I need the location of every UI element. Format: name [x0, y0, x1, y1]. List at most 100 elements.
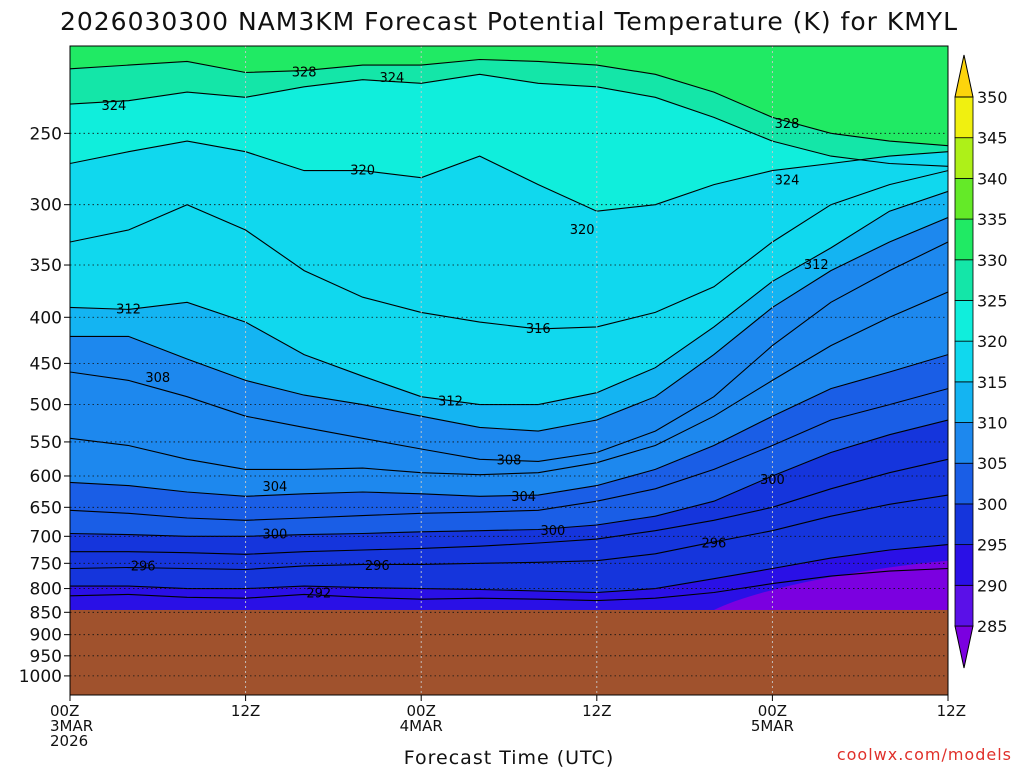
x-tick-label: 12Z [937, 702, 966, 720]
ground-fill [70, 609, 948, 695]
contour-line-310 [70, 216, 948, 432]
contour-label: 320 [350, 164, 375, 179]
colorbar-label: 295 [977, 536, 1008, 555]
x-tick-label: 12Z [231, 702, 260, 720]
contour-label: 312 [116, 302, 141, 317]
contour-line-316 [70, 170, 948, 330]
y-tick-label: 750 [30, 554, 62, 574]
contour-label: 320 [570, 223, 595, 238]
contour-line-306 [70, 291, 948, 476]
colorbar-label: 300 [977, 495, 1008, 514]
x-tick-label: 00Z [407, 702, 436, 720]
contour-line-294 [70, 544, 948, 594]
contour-label: 308 [497, 454, 522, 469]
y-tick-label: 400 [30, 308, 62, 328]
contour-lines [70, 58, 948, 602]
y-tick-label: 950 [30, 647, 62, 667]
x-tick-label: 3MAR [50, 717, 93, 735]
contour-label: 292 [306, 586, 331, 601]
credit-text: coolwx.com/models [837, 745, 1012, 764]
contour-line-304 [70, 354, 948, 497]
colorbar-label: 320 [977, 332, 1008, 351]
contour-line-298 [70, 458, 948, 555]
x-tick-label: 5MAR [751, 717, 794, 735]
colorbar-label: 285 [977, 617, 1008, 636]
y-tick-label: 500 [30, 396, 62, 416]
x-tick-label: 12Z [582, 702, 611, 720]
contour-line-312 [70, 190, 948, 406]
x-tick-label: 00Z [758, 702, 787, 720]
contour-label: 304 [262, 480, 287, 495]
colorbar-swatch [954, 177, 974, 220]
contour-label: 312 [438, 394, 463, 409]
contour-line-292 [70, 567, 948, 602]
colorbar-label: 350 [977, 88, 1008, 107]
colorbar-high-triangle [954, 54, 974, 98]
colorbar-swatch [954, 422, 974, 464]
colorbar-label: 325 [977, 291, 1008, 310]
contour-label: 300 [540, 524, 565, 539]
colorbar-label: 335 [977, 210, 1008, 229]
x-tick-label: 00Z [50, 702, 79, 720]
contour-label: 328 [292, 65, 317, 80]
colorbar-label: 330 [977, 251, 1008, 270]
colorbar-swatch [954, 96, 974, 139]
plot-frame [69, 45, 949, 696]
contour-label: 328 [775, 117, 800, 132]
contour-line-300 [70, 419, 948, 537]
x-axis-label: Forecast Time (UTC) [404, 747, 614, 768]
ground-below-surface [70, 609, 948, 695]
contour-label: 304 [511, 490, 536, 505]
contour-label: 324 [380, 71, 405, 86]
contour-label: 324 [101, 99, 126, 114]
y-tick-label: 550 [30, 433, 62, 453]
contour-label: 316 [526, 322, 551, 337]
colorbar-label: 290 [977, 576, 1008, 595]
x-tick-label: 4MAR [400, 717, 443, 735]
colorbar-label: 345 [977, 129, 1008, 148]
contour-line-324 [70, 73, 948, 167]
colorbar-label: 310 [977, 414, 1008, 433]
y-tick-label: 700 [30, 527, 62, 547]
colorbar-swatch [954, 584, 974, 627]
contour-line-308 [70, 241, 948, 462]
colorbar-swatch [954, 462, 974, 505]
contour-line-296 [70, 494, 948, 571]
y-tick-label: 600 [30, 467, 62, 487]
x-tick-label: 2026 [50, 732, 88, 750]
colorbar-swatch [954, 340, 974, 383]
y-tick-label: 800 [30, 580, 62, 600]
colorbar-label: 315 [977, 373, 1008, 392]
y-tick-label: 350 [30, 256, 62, 276]
colorbar-swatch [954, 300, 974, 342]
contour-label: 296 [701, 537, 726, 552]
contour-line-320 [70, 140, 948, 212]
y-tick-label: 900 [30, 626, 62, 646]
colorbar-swatch [954, 137, 974, 179]
y-tick-label: 850 [30, 603, 62, 623]
y-axis: 250 300 350 400 450 500 550 600 650 700 750 800 850 9… [19, 124, 70, 687]
contour-line-302 [70, 388, 948, 521]
contour-label: 312 [804, 258, 829, 273]
y-tick-label: 250 [30, 124, 62, 144]
y-tick-label: 1000 [19, 667, 62, 687]
contour-label: 324 [775, 173, 800, 188]
contour-label: 296 [131, 559, 156, 574]
contour-label: 296 [365, 559, 390, 574]
colorbar: 285 290 295 300 305 310 315 320 325 330 335 340 345 3… [954, 54, 1008, 669]
colorbar-label: 340 [977, 169, 1008, 188]
contour-label: 300 [760, 473, 785, 488]
colorbar-label: 305 [977, 454, 1008, 473]
y-tick-label: 300 [30, 196, 62, 216]
colorbar-swatch [954, 381, 974, 423]
y-tick-label: 450 [30, 354, 62, 374]
contour-labels: 328 324 324 328 320 324 320 312 312 316 308 312 308 3… [101, 65, 828, 601]
colorbar-swatch [954, 544, 974, 586]
y-tick-label: 650 [30, 498, 62, 518]
colorbar-swatch [954, 503, 974, 546]
colorbar-swatch [954, 218, 974, 261]
contour-label: 300 [262, 528, 287, 543]
contour-label: 308 [145, 371, 170, 386]
